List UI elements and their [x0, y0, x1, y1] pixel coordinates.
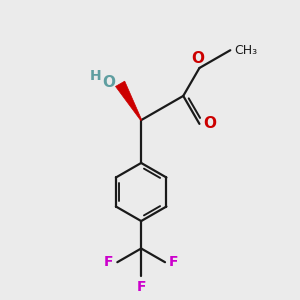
Polygon shape [116, 81, 142, 120]
Text: CH₃: CH₃ [234, 44, 257, 57]
Text: H: H [90, 69, 102, 82]
Text: O: O [102, 75, 116, 90]
Text: F: F [169, 255, 178, 269]
Text: F: F [136, 280, 146, 294]
Text: O: O [203, 116, 216, 131]
Text: F: F [104, 255, 113, 269]
Text: O: O [191, 51, 205, 66]
